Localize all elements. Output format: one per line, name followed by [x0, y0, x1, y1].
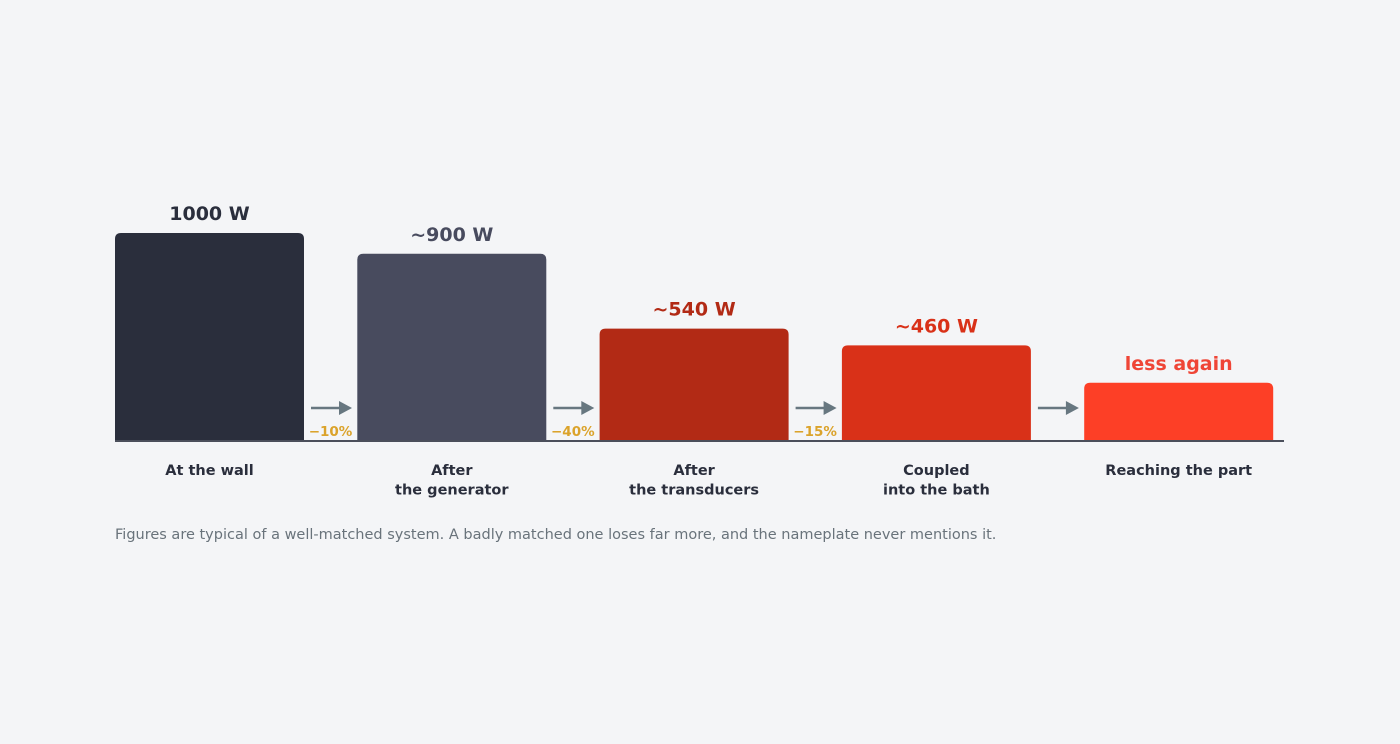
- category-label-3: Coupled into the bath: [883, 463, 990, 499]
- loss-label-2: −15%: [793, 424, 837, 440]
- category-line: After: [673, 463, 715, 479]
- value-label-4: less again: [1125, 353, 1233, 375]
- category-line: into the bath: [883, 483, 990, 499]
- category-label-1: After the generator: [395, 463, 509, 499]
- category-line: Coupled: [903, 463, 970, 479]
- flow-arrow-1: [553, 401, 595, 415]
- arrows-layer: [311, 401, 1079, 415]
- arrow-head: [581, 401, 595, 415]
- arrow-head: [1065, 401, 1079, 415]
- loss-label-0: −10%: [309, 424, 353, 440]
- bar-0: [115, 233, 304, 441]
- category-label-4: Reaching the part: [1105, 463, 1252, 479]
- bar-1: [357, 253, 547, 441]
- flow-arrow-0: [311, 401, 352, 415]
- loss-label-1: −40%: [551, 424, 595, 440]
- category-line: After: [431, 463, 473, 479]
- category-line: the generator: [395, 483, 509, 499]
- labels-layer: 1000 W At the wall −10% ~900 W After the gene…: [165, 203, 1252, 499]
- bar-4: [1084, 382, 1274, 441]
- flow-arrow-2: [795, 401, 837, 415]
- value-label-3: ~460 W: [895, 315, 978, 337]
- bars-layer: [115, 233, 1274, 441]
- value-label-2: ~540 W: [653, 299, 736, 321]
- category-line: the transducers: [629, 483, 759, 499]
- category-label-0: At the wall: [165, 463, 253, 479]
- category-label-2: After the transducers: [629, 463, 759, 499]
- value-label-0: 1000 W: [169, 203, 249, 225]
- arrow-head: [339, 401, 352, 415]
- category-line: At the wall: [165, 463, 253, 479]
- bar-3: [841, 345, 1031, 441]
- category-line: Reaching the part: [1105, 463, 1252, 479]
- bar-2: [599, 328, 789, 441]
- value-label-1: ~900 W: [410, 224, 493, 246]
- flow-arrow-3: [1037, 401, 1079, 415]
- arrow-head: [823, 401, 837, 415]
- footnote: Figures are typical of a well-matched sy…: [115, 527, 997, 543]
